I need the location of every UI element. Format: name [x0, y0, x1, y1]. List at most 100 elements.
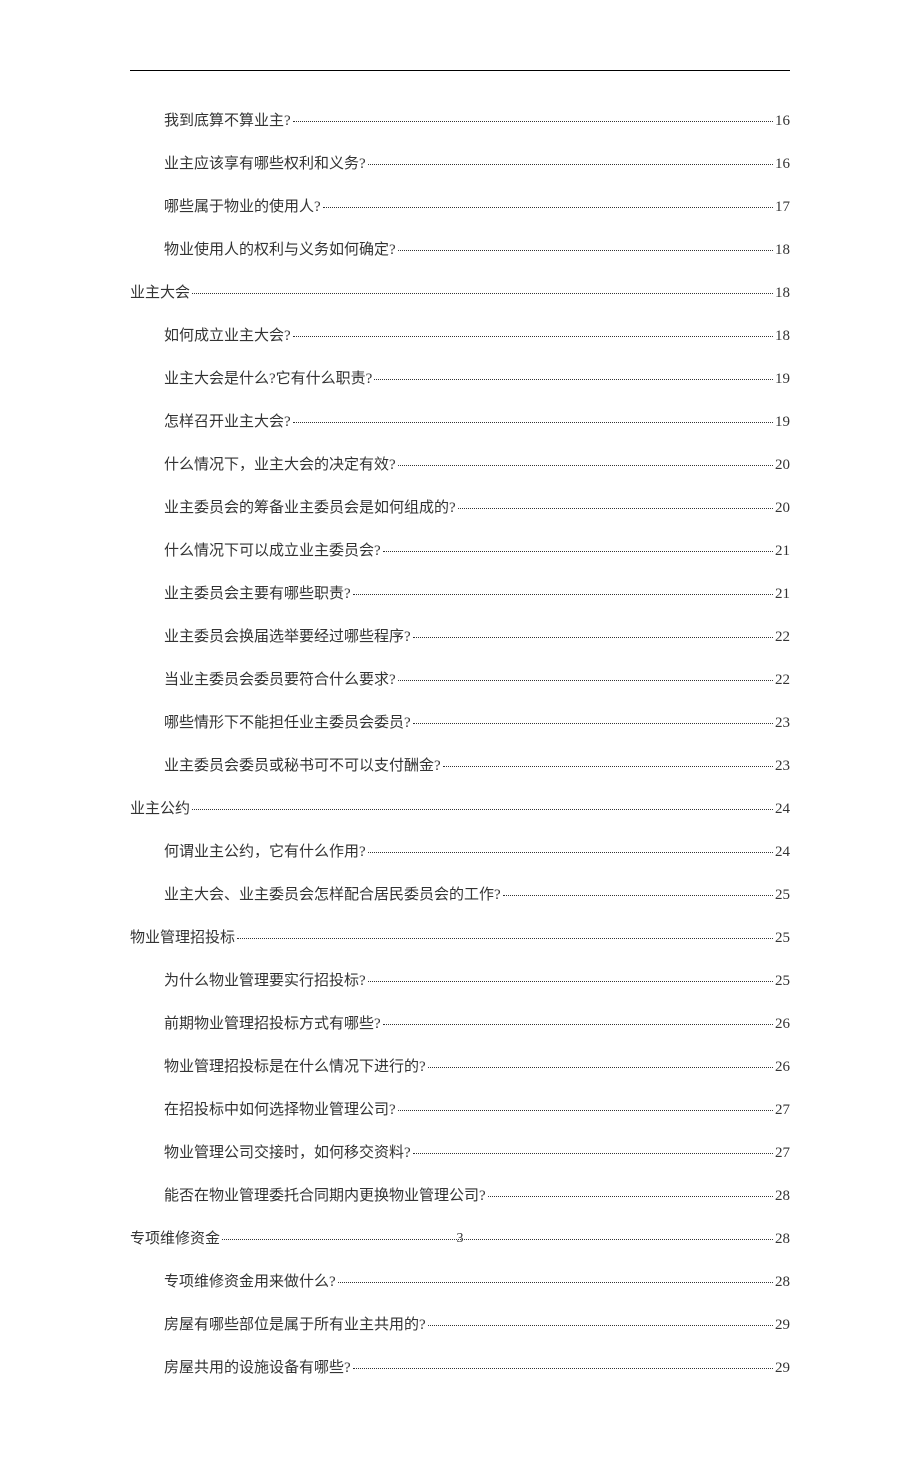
toc-entry: 怎样召开业主大会?19 — [130, 412, 790, 433]
toc-entry-page: 29 — [775, 1358, 790, 1379]
toc-leader-dots — [293, 422, 773, 423]
toc-entry: 专项维修资金用来做什么? 28 — [130, 1272, 790, 1293]
toc-leader-dots — [413, 637, 773, 638]
toc-entry-page: 22 — [775, 627, 790, 648]
toc-entry-page: 16 — [775, 111, 790, 132]
toc-entry: 如何成立业主大会?18 — [130, 326, 790, 347]
toc-leader-dots — [192, 293, 773, 294]
toc-entry: 业主委员会主要有哪些职责?21 — [130, 584, 790, 605]
toc-entry-page: 19 — [775, 412, 790, 433]
toc-entry-page: 23 — [775, 713, 790, 734]
toc-entry-label: 业主大会是什么?它有什么职责? — [164, 369, 372, 390]
toc-entry-page: 22 — [775, 670, 790, 691]
toc-entry: 业主应该享有哪些权利和义务? 16 — [130, 154, 790, 175]
toc-entry-label: 能否在物业管理委托合同期内更换物业管理公司? — [164, 1186, 486, 1207]
toc-entry-page: 18 — [775, 240, 790, 261]
toc-leader-dots — [237, 938, 773, 939]
toc-leader-dots — [353, 594, 773, 595]
toc-entry-label: 什么情况下，业主大会的决定有效? — [164, 455, 396, 476]
toc-entry-page: 25 — [775, 971, 790, 992]
toc-entry: 业主大会是什么?它有什么职责? 19 — [130, 369, 790, 390]
toc-entry-label: 业主大会 — [130, 283, 190, 304]
toc-leader-dots — [338, 1282, 773, 1283]
toc-leader-dots — [293, 336, 773, 337]
toc-entry: 当业主委员会委员要符合什么要求? 22 — [130, 670, 790, 691]
toc-leader-dots — [192, 809, 773, 810]
toc-entry-page: 25 — [775, 928, 790, 949]
toc-entry: 物业管理招投标25 — [130, 928, 790, 949]
toc-leader-dots — [383, 551, 773, 552]
toc-leader-dots — [428, 1067, 773, 1068]
toc-entry-page: 28 — [775, 1272, 790, 1293]
toc-leader-dots — [323, 207, 773, 208]
toc-entry-label: 业主委员会主要有哪些职责? — [164, 584, 351, 605]
toc-entry-page: 16 — [775, 154, 790, 175]
toc-entry-page: 27 — [775, 1143, 790, 1164]
toc-leader-dots — [443, 766, 773, 767]
toc-entry-label: 物业使用人的权利与义务如何确定? — [164, 240, 396, 261]
toc-entry-label: 为什么物业管理要实行招投标? — [164, 971, 366, 992]
toc-entry: 能否在物业管理委托合同期内更换物业管理公司? 28 — [130, 1186, 790, 1207]
toc-entry-label: 专项维修资金用来做什么? — [164, 1272, 336, 1293]
toc-leader-dots — [503, 895, 773, 896]
header-rule — [130, 70, 790, 71]
toc-leader-dots — [368, 981, 773, 982]
toc-entry: 房屋有哪些部位是属于所有业主共用的? 29 — [130, 1315, 790, 1336]
toc-entry-label: 业主委员会换届选举要经过哪些程序? — [164, 627, 411, 648]
toc-entry: 哪些属于物业的使用人?17 — [130, 197, 790, 218]
toc-entry-label: 在招投标中如何选择物业管理公司? — [164, 1100, 396, 1121]
toc-entry-page: 26 — [775, 1057, 790, 1078]
toc-entry-page: 29 — [775, 1315, 790, 1336]
toc-entry-page: 19 — [775, 369, 790, 390]
toc-entry-label: 哪些情形下不能担任业主委员会委员? — [164, 713, 411, 734]
toc-leader-dots — [293, 121, 773, 122]
toc-entry: 业主大会 18 — [130, 283, 790, 304]
toc-entry-page: 23 — [775, 756, 790, 777]
toc-entry-label: 何谓业主公约，它有什么作用? — [164, 842, 366, 863]
toc-entry-page: 25 — [775, 885, 790, 906]
toc-entry-label: 业主委员会委员或秘书可不可以支付酬金? — [164, 756, 441, 777]
toc-entry-label: 物业管理招投标是在什么情况下进行的? — [164, 1057, 426, 1078]
toc-entry-label: 什么情况下可以成立业主委员会? — [164, 541, 381, 562]
toc-leader-dots — [368, 164, 773, 165]
toc-entry: 业主委员会换届选举要经过哪些程序? 22 — [130, 627, 790, 648]
toc-leader-dots — [458, 508, 773, 509]
toc-entry: 什么情况下，业主大会的决定有效? 20 — [130, 455, 790, 476]
toc-leader-dots — [398, 1110, 773, 1111]
toc-leader-dots — [398, 465, 773, 466]
toc-leader-dots — [428, 1325, 773, 1326]
toc-entry-label: 业主应该享有哪些权利和义务? — [164, 154, 366, 175]
page-number: 3 — [0, 1231, 920, 1247]
toc-entry-page: 27 — [775, 1100, 790, 1121]
toc-entry: 什么情况下可以成立业主委员会? 21 — [130, 541, 790, 562]
toc-leader-dots — [488, 1196, 773, 1197]
toc-entry-label: 业主公约 — [130, 799, 190, 820]
toc-entry-page: 20 — [775, 498, 790, 519]
toc-entry-page: 26 — [775, 1014, 790, 1035]
toc-entry: 业主大会、业主委员会怎样配合居民委员会的工作?25 — [130, 885, 790, 906]
toc-entry: 物业管理公司交接时，如何移交资料? 27 — [130, 1143, 790, 1164]
toc-entry: 为什么物业管理要实行招投标? 25 — [130, 971, 790, 992]
toc-entry: 哪些情形下不能担任业主委员会委员? 23 — [130, 713, 790, 734]
toc-entry: 业主委员会的筹备业主委员会是如何组成的? 20 — [130, 498, 790, 519]
toc-entry-page: 17 — [775, 197, 790, 218]
table-of-contents: 我到底算不算业主? 16 业主应该享有哪些权利和义务? 16 哪些属于物业的使用人?17… — [130, 111, 790, 1401]
toc-entry-page: 24 — [775, 842, 790, 863]
toc-entry: 在招投标中如何选择物业管理公司? 27 — [130, 1100, 790, 1121]
toc-entry-page: 28 — [775, 1186, 790, 1207]
toc-entry-page: 20 — [775, 455, 790, 476]
toc-entry-page: 18 — [775, 326, 790, 347]
toc-entry-label: 我到底算不算业主? — [164, 111, 291, 132]
toc-entry-page: 18 — [775, 283, 790, 304]
toc-leader-dots — [398, 250, 773, 251]
toc-entry-label: 业主委员会的筹备业主委员会是如何组成的? — [164, 498, 456, 519]
toc-entry-label: 房屋共用的设施设备有哪些? — [164, 1358, 351, 1379]
toc-entry-label: 物业管理公司交接时，如何移交资料? — [164, 1143, 411, 1164]
toc-entry-label: 房屋有哪些部位是属于所有业主共用的? — [164, 1315, 426, 1336]
toc-leader-dots — [374, 379, 773, 380]
toc-leader-dots — [353, 1368, 773, 1369]
toc-entry: 物业管理招投标是在什么情况下进行的? 26 — [130, 1057, 790, 1078]
toc-entry-label: 当业主委员会委员要符合什么要求? — [164, 670, 396, 691]
toc-entry-page: 21 — [775, 541, 790, 562]
toc-leader-dots — [413, 723, 773, 724]
